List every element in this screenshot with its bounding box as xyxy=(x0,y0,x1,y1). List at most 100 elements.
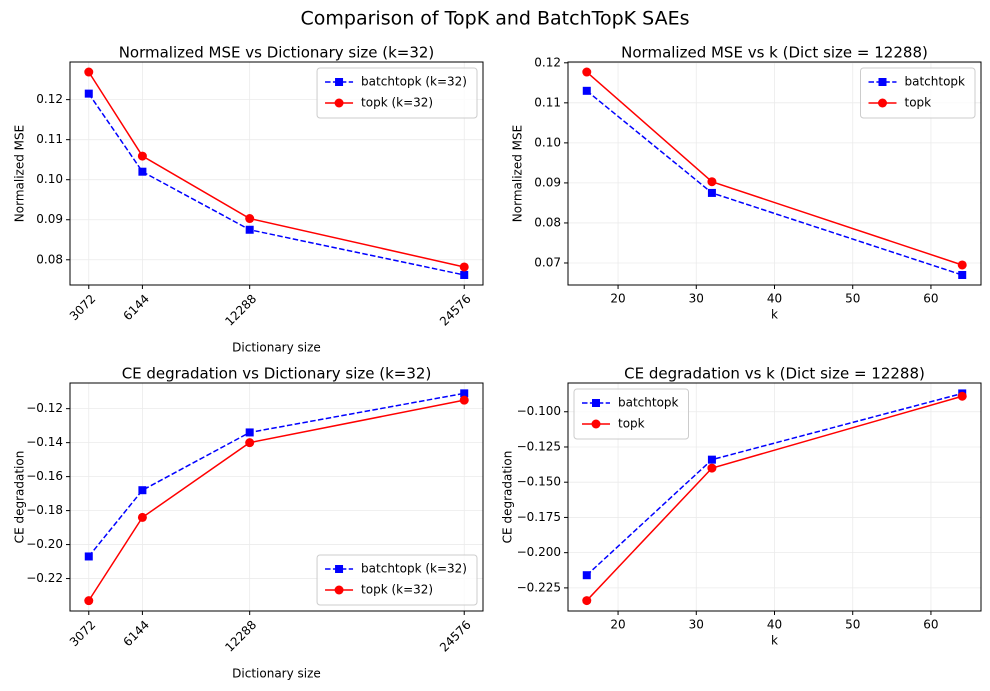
series-line xyxy=(88,392,465,557)
legend: batchtopk topk xyxy=(860,67,976,119)
legend-frame xyxy=(316,554,478,606)
x-tick-label: 12288 xyxy=(222,292,259,329)
legend: batchtopk (k=32) topk (k=32) xyxy=(316,67,478,119)
series-line xyxy=(88,399,465,602)
marker xyxy=(84,596,94,606)
x-tick-label: 60 xyxy=(923,292,938,306)
y-tick-label: −0.14 xyxy=(26,435,63,449)
x-tick-label: 20 xyxy=(610,618,625,632)
marker xyxy=(958,270,967,279)
y-tick-label: −0.125 xyxy=(517,439,561,453)
legend-marker xyxy=(335,78,344,86)
legend-label: batchtopk (k=32) xyxy=(361,75,467,89)
legend-marker xyxy=(334,98,344,108)
marker xyxy=(459,395,469,405)
legend-label: batchtopk xyxy=(905,75,966,89)
legend-frame xyxy=(316,67,478,119)
y-tick-label: 0.08 xyxy=(36,252,63,266)
marker xyxy=(582,571,591,580)
y-tick-label: −0.16 xyxy=(26,469,63,483)
legend-marker xyxy=(334,585,344,595)
marker xyxy=(245,214,255,224)
y-tick-label: 0.12 xyxy=(36,92,63,106)
y-tick-label: 0.08 xyxy=(534,215,561,229)
axes-title: CE degradation vs k (Dict size = 12288) xyxy=(624,365,925,383)
legend-label: batchtopk xyxy=(618,396,679,410)
marker xyxy=(245,225,254,234)
y-tick-label: −0.175 xyxy=(517,510,561,524)
y-tick-label: 0.11 xyxy=(534,95,561,109)
legend-marker xyxy=(592,399,600,407)
legend-frame xyxy=(573,388,689,440)
y-tick-label: −0.12 xyxy=(26,401,63,415)
legend-label: topk (k=32) xyxy=(361,583,433,597)
y-tick-label: 0.10 xyxy=(534,135,561,149)
x-tick-label: 40 xyxy=(767,618,782,632)
marker xyxy=(84,67,94,77)
y-tick-label: 0.10 xyxy=(36,172,63,186)
marker xyxy=(707,188,716,197)
legend-label: topk (k=32) xyxy=(361,96,433,110)
x-tick-label: 6144 xyxy=(121,292,152,323)
y-tick-label: 0.09 xyxy=(36,212,63,226)
legend-marker xyxy=(878,98,887,108)
axes-title: Normalized MSE vs k (Dict size = 12288) xyxy=(621,44,928,62)
y-axis-label: Normalized MSE xyxy=(511,125,525,222)
y-tick-label: −0.100 xyxy=(517,404,561,418)
marker xyxy=(245,438,255,448)
marker xyxy=(245,428,254,437)
y-tick-label: 0.09 xyxy=(534,175,561,189)
marker xyxy=(707,455,716,464)
legend-label: batchtopk (k=32) xyxy=(361,562,467,576)
legend-marker xyxy=(335,565,344,573)
legend: batchtopk topk xyxy=(573,388,689,440)
legend-marker xyxy=(878,78,887,86)
y-tick-label: 0.07 xyxy=(534,255,561,269)
marker xyxy=(460,270,469,279)
x-tick-label: 24576 xyxy=(437,292,474,329)
x-axis-label: k xyxy=(771,634,778,648)
y-tick-label: −0.20 xyxy=(26,537,63,551)
y-tick-label: −0.18 xyxy=(26,503,63,517)
x-tick-label: 12288 xyxy=(222,618,259,655)
legend-label: topk xyxy=(618,417,645,431)
x-tick-label: 3072 xyxy=(67,618,98,649)
series-line xyxy=(88,71,465,268)
marker xyxy=(84,89,93,98)
x-tick-label: 30 xyxy=(689,292,704,306)
series-line xyxy=(88,93,465,276)
legend-label: topk xyxy=(905,96,932,110)
marker xyxy=(707,463,717,473)
axes-frame xyxy=(69,61,484,286)
legend-marker xyxy=(591,419,601,429)
figure-title: Comparison of TopK and BatchTopK SAEs xyxy=(301,8,690,30)
axes-title: CE degradation vs Dictionary size (k=32) xyxy=(122,365,432,383)
marker xyxy=(137,151,147,161)
x-tick-label: 3072 xyxy=(67,292,98,323)
x-axis-label: Dictionary size xyxy=(232,341,321,355)
y-tick-label: −0.22 xyxy=(26,571,63,585)
axes-frame xyxy=(69,382,484,612)
marker xyxy=(582,596,592,606)
x-tick-label: 24576 xyxy=(437,618,474,655)
marker xyxy=(137,512,147,522)
y-axis-label: CE degradation xyxy=(501,451,515,544)
y-axis-label: CE degradation xyxy=(13,451,27,544)
marker xyxy=(138,167,147,176)
marker xyxy=(138,486,147,495)
marker xyxy=(582,67,592,77)
y-tick-label: −0.200 xyxy=(517,545,561,559)
y-tick-label: 0.11 xyxy=(36,132,63,146)
axes-frame xyxy=(567,61,982,286)
y-tick-label: −0.150 xyxy=(517,475,561,489)
legend: batchtopk (k=32) topk (k=32) xyxy=(316,554,478,606)
y-tick-label: −0.225 xyxy=(517,580,561,594)
marker xyxy=(84,552,93,561)
x-tick-label: 60 xyxy=(923,618,938,632)
y-axis-label: Normalized MSE xyxy=(13,125,27,222)
marker xyxy=(459,262,469,272)
x-tick-label: 30 xyxy=(689,618,704,632)
legend-frame xyxy=(860,67,976,119)
x-tick-label: 40 xyxy=(767,292,782,306)
